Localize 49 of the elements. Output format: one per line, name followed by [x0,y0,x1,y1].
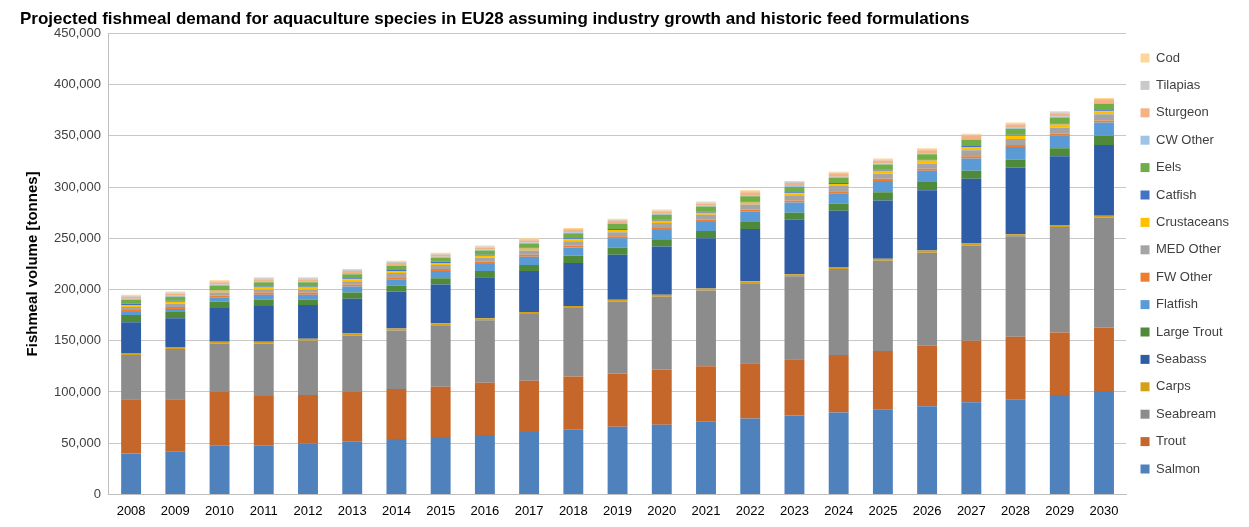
legend-label: Sturgeon [1156,104,1209,120]
x-tick-label: 2008 [116,502,146,518]
legend-label: MED Other [1156,241,1222,257]
y-tick-label: 100,000 [53,383,101,399]
x-tick-label: 2015 [426,502,456,518]
legend-label: Tilapias [1156,76,1201,92]
x-tick-label: 2028 [1001,502,1031,518]
x-tick-label: 2023 [779,502,809,518]
legend-label: Catfish [1156,186,1197,202]
x-tick-label: 2029 [1045,502,1075,518]
x-tick-label: 2014 [381,502,411,518]
legend-label: Crustaceans [1156,213,1230,229]
x-tick-label: 2027 [956,502,986,518]
y-tick-label: 400,000 [53,76,101,92]
x-tick-label: 2017 [514,502,544,518]
x-tick-label: 2021 [691,502,721,518]
legend-label: Eels [1156,159,1182,175]
legend-label: Seabream [1156,405,1217,421]
x-tick-label: 2013 [337,502,367,518]
legend-label: Large Trout [1156,323,1223,339]
legend-label: Flatfish [1156,296,1198,312]
x-tick-label: 2024 [824,502,854,518]
x-tick-label: 2030 [1089,502,1119,518]
x-tick-label: 2018 [558,502,588,518]
legend-label: Seabass [1156,350,1208,366]
legend-label: Cod [1156,49,1180,65]
y-tick-label: 50,000 [61,434,101,450]
legend-label: Trout [1156,433,1187,449]
x-tick-label: 2016 [470,502,500,518]
legend-label: CW Other [1156,131,1215,147]
legend-label: Carps [1156,378,1192,394]
y-tick-label: 0 [93,485,101,501]
x-tick-label: 2025 [868,502,898,518]
x-tick-label: 2009 [160,502,190,518]
y-tick-label: 300,000 [53,178,101,194]
y-tick-label: 200,000 [53,281,101,297]
x-tick-label: 2019 [603,502,633,518]
x-tick-label: 2022 [735,502,765,518]
y-tick-label: 350,000 [53,127,101,143]
x-tick-label: 2010 [205,502,235,518]
legend-label: Salmon [1156,460,1201,476]
y-tick-label: 250,000 [53,229,101,245]
legend-label: FW Other [1156,268,1214,284]
x-tick-label: 2012 [293,502,323,518]
y-tick-label: 150,000 [53,332,101,348]
x-tick-label: 2026 [912,502,942,518]
y-axis-title: Fishmeal volume [tonnes] [23,171,41,357]
x-tick-label: 2011 [249,502,278,518]
x-tick-label: 2020 [647,502,677,518]
